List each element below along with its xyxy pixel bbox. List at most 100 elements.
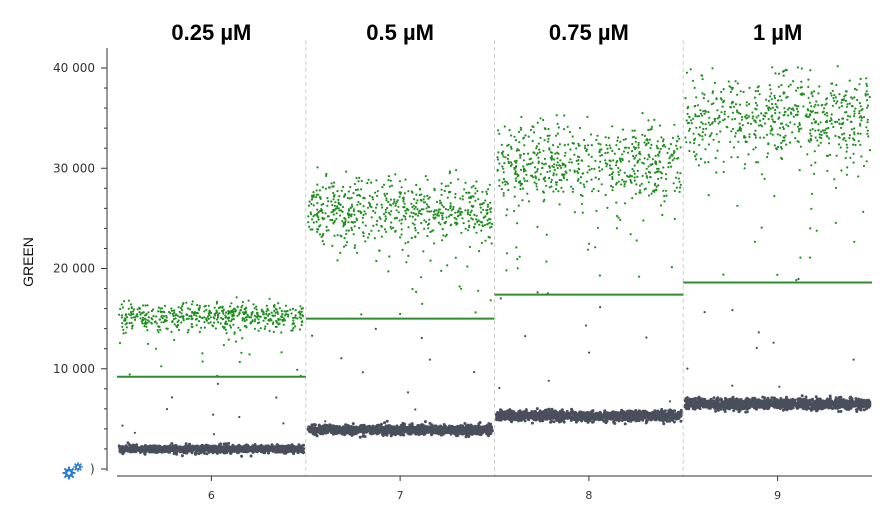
negative-droplet [126,441,130,445]
negative-droplet [275,444,279,448]
rain-droplet [414,408,417,411]
negative-droplet [341,425,345,429]
negative-droplet [430,433,433,437]
rain-droplet [499,297,502,300]
rain-droplet [588,351,591,354]
negative-droplet [629,419,633,423]
negative-droplet [222,447,226,451]
negative-droplet [143,447,147,451]
negative-droplet [499,408,502,412]
negative-droplet [464,429,468,433]
negative-droplet [374,431,378,435]
negative-droplet [571,412,575,415]
negative-droplets [117,277,872,458]
negative-droplet [591,420,594,424]
negative-droplet [487,429,491,433]
negative-droplet [395,429,399,433]
negative-droplet [325,427,329,431]
negative-droplet [402,426,406,429]
negative-droplet [435,429,439,433]
negative-droplet [456,430,460,434]
negative-droplet [555,418,559,422]
negative-droplet [247,447,251,451]
negative-droplet [653,418,657,422]
rain-droplet [599,306,602,309]
negative-droplet [637,413,641,417]
rain-droplet [121,424,124,427]
negative-droplet [552,420,556,424]
negative-droplet [236,445,240,448]
negative-droplet [250,446,254,450]
negative-droplet [444,425,448,429]
negative-droplet [326,429,330,433]
negative-droplet [662,416,666,420]
negative-droplet [399,423,403,427]
negative-droplet [280,445,284,449]
negative-droplet [636,418,640,422]
negative-droplet [656,413,659,417]
negative-droplet [623,418,627,422]
negative-droplet [549,420,553,424]
negative-droplet [583,415,587,419]
negative-droplet [172,449,176,453]
negative-droplet [464,435,468,439]
negative-droplet [267,451,270,455]
negative-droplet [496,415,499,419]
negative-droplet [620,419,624,422]
negative-droplet [627,417,630,421]
negative-droplet [202,445,206,449]
negative-droplet [556,411,560,415]
negative-droplet [714,409,718,413]
negative-droplet [862,408,866,412]
negative-droplet [676,417,680,421]
negative-droplet [511,417,515,421]
negative-droplet [389,428,393,431]
negative-droplet [590,413,594,417]
negative-droplet [471,431,475,435]
negative-droplet [297,443,301,447]
negative-droplet [119,446,123,450]
negative-droplet [619,414,623,418]
rain-droplet [133,431,136,434]
negative-droplet [232,446,236,450]
negative-droplet [535,416,539,420]
negative-droplet [371,430,375,434]
rain-droplet [584,324,588,327]
negative-droplet [472,425,476,429]
negative-droplet [561,416,565,420]
negative-droplet [537,412,541,416]
negative-droplet [544,416,548,420]
negative-droplet [501,412,505,415]
negative-droplet [607,417,611,421]
negative-droplet [560,408,564,412]
negative-droplet [344,423,348,427]
negative-droplet [286,447,290,450]
negative-droplet [129,450,133,454]
negative-droplet [364,430,368,434]
negative-droplet [467,431,471,435]
rain-droplet [212,413,215,416]
negative-droplet [558,420,561,424]
negative-droplet [249,454,253,458]
negative-droplet [332,425,336,428]
negative-droplet [411,430,415,434]
negative-droplet [659,409,663,413]
negative-droplet [180,454,184,458]
negative-droplet [712,396,716,400]
negative-droplet [350,432,354,436]
rain-droplet [275,396,278,399]
negative-droplet [211,445,215,449]
negative-droplet [302,443,306,447]
negative-droplet [535,407,539,411]
negative-droplet [153,446,157,450]
negative-droplet [456,434,460,437]
negative-droplet [459,424,463,428]
negative-droplet [191,446,195,450]
negative-droplet [514,412,518,416]
negative-droplet [347,424,350,428]
negative-droplet [168,445,172,449]
negative-droplet [643,412,647,416]
negative-droplet [218,447,222,451]
negative-droplet [671,412,675,416]
